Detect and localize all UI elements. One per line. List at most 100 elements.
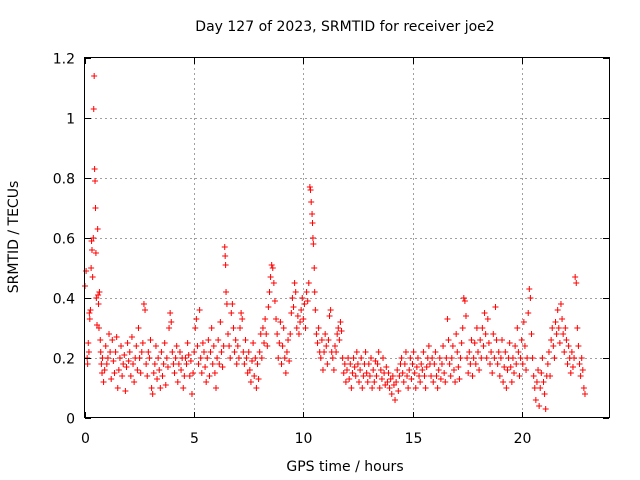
data-point <box>466 349 473 355</box>
data-point <box>374 361 381 367</box>
data-point <box>536 403 543 409</box>
data-point <box>92 205 99 211</box>
data-point <box>169 349 176 355</box>
data-point <box>383 364 390 370</box>
data-point <box>519 361 526 367</box>
data-point <box>125 358 132 364</box>
data-point <box>101 367 108 373</box>
data-point <box>206 373 213 379</box>
data-point <box>349 370 356 376</box>
data-point <box>336 337 343 343</box>
data-point <box>541 391 548 397</box>
data-point <box>128 334 135 340</box>
data-point <box>542 406 549 412</box>
data-point <box>295 331 302 337</box>
data-point <box>485 340 492 346</box>
data-point <box>504 367 511 373</box>
data-point <box>238 310 245 316</box>
data-point <box>535 367 542 373</box>
data-point <box>393 379 400 385</box>
data-point <box>100 379 107 385</box>
data-point <box>559 316 566 322</box>
data-point <box>323 343 330 349</box>
data-point <box>123 364 130 370</box>
data-point <box>104 355 111 361</box>
data-point <box>242 337 249 343</box>
data-point <box>115 367 122 373</box>
data-point <box>317 355 324 361</box>
data-point <box>97 349 104 355</box>
data-point <box>445 337 452 343</box>
data-point <box>319 367 326 373</box>
data-point <box>331 343 338 349</box>
data-point <box>340 370 347 376</box>
data-point <box>185 352 192 358</box>
data-point <box>551 355 558 361</box>
data-point <box>134 367 141 373</box>
data-point <box>540 379 547 385</box>
data-point <box>436 355 443 361</box>
data-point <box>280 325 287 331</box>
data-point <box>241 361 248 367</box>
data-point <box>309 220 316 226</box>
data-point <box>288 310 295 316</box>
y-tick-label: 0 <box>66 412 75 428</box>
data-point <box>356 379 363 385</box>
data-point <box>208 325 215 331</box>
data-point <box>254 361 261 367</box>
data-point <box>464 355 471 361</box>
data-point <box>261 340 268 346</box>
data-point <box>467 361 474 367</box>
data-point <box>460 295 467 301</box>
data-point <box>258 355 265 361</box>
data-point <box>262 316 269 322</box>
data-point <box>253 385 260 391</box>
data-point <box>348 385 355 391</box>
data-point <box>438 361 445 367</box>
data-point <box>516 373 523 379</box>
data-point <box>202 364 209 370</box>
data-point <box>531 385 538 391</box>
data-point <box>549 325 556 331</box>
data-point <box>182 355 189 361</box>
data-point <box>193 316 200 322</box>
data-point <box>264 343 271 349</box>
data-point <box>161 340 168 346</box>
data-point <box>362 349 369 355</box>
data-point <box>560 331 567 337</box>
data-point <box>453 331 460 337</box>
data-point <box>310 241 317 247</box>
data-point <box>226 343 233 349</box>
data-point <box>557 301 564 307</box>
data-point <box>198 370 205 376</box>
data-point <box>186 373 193 379</box>
data-point <box>452 379 459 385</box>
data-point <box>147 337 154 343</box>
data-point <box>88 247 95 253</box>
data-point <box>581 391 588 397</box>
data-point <box>229 301 236 307</box>
data-point <box>487 361 494 367</box>
data-point <box>97 337 104 343</box>
data-point <box>490 331 497 337</box>
data-point <box>267 274 274 280</box>
data-point <box>479 325 486 331</box>
data-point <box>91 166 98 172</box>
data-point <box>124 340 131 346</box>
data-point <box>144 373 151 379</box>
data-point <box>246 367 253 373</box>
data-point <box>252 355 259 361</box>
data-point <box>469 373 476 379</box>
data-point <box>263 331 270 337</box>
data-point <box>574 325 581 331</box>
data-point <box>113 334 120 340</box>
data-point <box>389 373 396 379</box>
data-point <box>99 370 106 376</box>
data-point <box>269 265 276 271</box>
data-point <box>341 361 348 367</box>
data-point <box>265 304 272 310</box>
data-point <box>311 265 318 271</box>
data-point <box>268 262 275 268</box>
data-point <box>192 325 199 331</box>
